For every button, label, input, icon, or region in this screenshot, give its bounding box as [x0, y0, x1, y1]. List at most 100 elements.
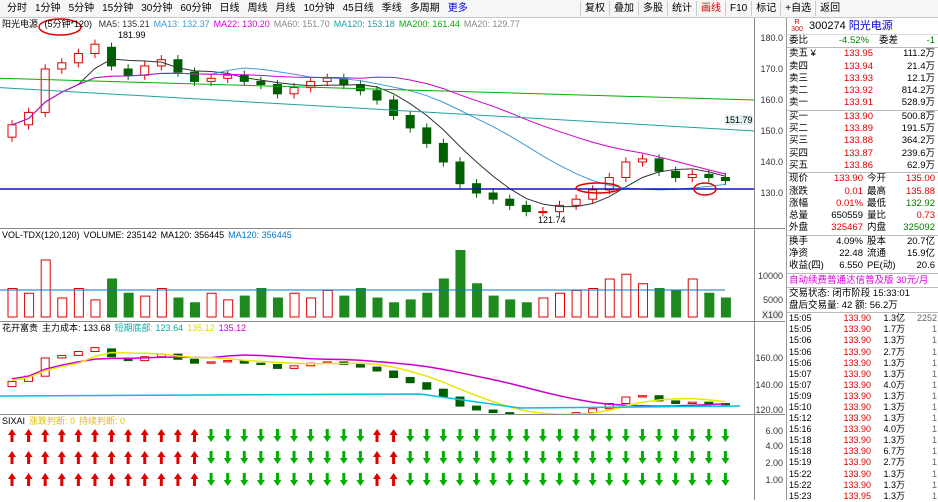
tab-6[interactable]: 日线 — [219, 3, 240, 14]
tick-time-15: 15:22 — [789, 479, 812, 490]
ind2-arrow-43-1 — [721, 451, 730, 464]
ma-label-6: MA20: 129.77 — [463, 19, 520, 29]
ind2-arrow-25-1 — [422, 451, 431, 464]
candle-11 — [190, 71, 199, 82]
high-label: 181.99 — [118, 30, 146, 40]
indicator2-panel[interactable]: SIXAI 涨跌判断: 0 持续判断: 0 6.00 4.00 2.00 1.00 — [0, 415, 785, 500]
stat-v2-1: 135.88 — [905, 185, 935, 197]
ind1-candle-21 — [355, 364, 365, 368]
ind1-candle-23 — [389, 370, 399, 378]
ma120-line — [0, 87, 755, 132]
volume-bar-10 — [173, 297, 184, 318]
ind1-candle-28 — [472, 405, 482, 411]
toolbar-button-7[interactable]: +自选 — [780, 1, 815, 16]
tick-vol-2: 1.3万 — [883, 335, 905, 346]
tab-11[interactable]: 季线 — [381, 3, 402, 14]
ind2-arrow-41-0 — [688, 429, 697, 442]
stat-l2-0: 今开 — [867, 173, 887, 185]
volume-panel[interactable]: VOL-TDX(120,120) VOLUME: 235142 MA120: 356… — [0, 229, 785, 322]
volume-title: VOL-TDX(120,120) VOLUME: 235142 MA120: 356… — [2, 229, 296, 241]
toolbar-button-2[interactable]: 多股 — [638, 1, 667, 16]
tab-7[interactable]: 周线 — [247, 3, 268, 14]
ind2-arrow-2-2 — [41, 473, 50, 486]
volume-canvas[interactable] — [0, 229, 755, 321]
toolbar-button-4[interactable]: 画线 — [696, 1, 725, 16]
ma-label-0: MA5: 135.21 — [98, 19, 150, 29]
volume-bar-14 — [239, 295, 250, 318]
ma200-line — [0, 77, 755, 101]
tick-row-13: 15:19 133.90 2.7万 1 — [787, 457, 938, 468]
tick-row-16: 15:23 133.95 1.3万 1 — [787, 491, 938, 502]
ind2-arrow-14-0 — [240, 429, 249, 442]
bid-label-4: 买五 — [789, 159, 809, 171]
tab-13[interactable]: 更多 — [447, 3, 468, 14]
kline-canvas[interactable]: 181.99 121.74 — [0, 18, 755, 228]
tab-12[interactable]: 多周期 — [409, 3, 440, 14]
ind2-arrow-6-1 — [107, 451, 116, 464]
tab-8[interactable]: 月线 — [275, 3, 296, 14]
indicator1-panel[interactable]: 花开富贵 主力成本: 133.68 短期底部: 123.64 135.12 135.12… — [0, 322, 785, 415]
ind1-candle-0 — [7, 380, 17, 388]
tab-5[interactable]: 60分钟 — [180, 3, 212, 14]
ind2-arrow-24-2 — [406, 473, 415, 486]
tick-count-11: 1 — [931, 435, 937, 446]
ind2-arrow-36-1 — [605, 451, 614, 464]
candle-31 — [521, 204, 531, 213]
ind1-candle-39 — [654, 395, 664, 402]
tick-vol-5: 1.3万 — [883, 368, 905, 379]
bid-price-2: 133.88 — [843, 135, 873, 147]
stat2-v1-1: 22.48 — [839, 248, 863, 260]
stat-row-0: 现价 133.90 今开 135.00 — [787, 173, 938, 185]
tab-0[interactable]: 分时 — [7, 3, 27, 14]
ind1-candle-22 — [372, 366, 382, 372]
promo-notice[interactable]: 自动续费普通达信普及版 30元/月 — [787, 272, 938, 287]
indicator1-canvas[interactable] — [0, 322, 755, 414]
ind2-arrow-36-2 — [605, 473, 614, 486]
tick-price-4: 133.90 — [843, 357, 871, 368]
candle-12 — [206, 77, 216, 82]
ask-price-3: 133.92 — [843, 85, 873, 97]
ind2-arrow-19-2 — [323, 473, 332, 486]
toolbar-button-1[interactable]: 叠加 — [609, 1, 638, 16]
stat2-v2-1: 15.9亿 — [907, 248, 935, 260]
ind1-title-part-3: 135.12 — [187, 323, 215, 333]
ind1-candle-12 — [206, 361, 216, 364]
volume-bar-37 — [621, 273, 632, 318]
toolbar-button-5[interactable]: F10 — [725, 1, 751, 16]
tick-vol-10: 4.0万 — [883, 424, 905, 435]
ind2-arrow-5-2 — [90, 473, 99, 486]
bid-row-1: 买二 133.89 191.5万 — [787, 123, 938, 135]
ind2-arrow-42-1 — [704, 451, 713, 464]
tick-vol-12: 6.7万 — [883, 446, 905, 457]
ind2-arrow-6-0 — [107, 429, 116, 442]
ind1-yellow-line — [11, 351, 726, 414]
tab-9[interactable]: 10分钟 — [303, 3, 335, 14]
tick-count-14: 1 — [931, 468, 937, 479]
toolbar-button-6[interactable]: 标记 — [751, 1, 780, 16]
kline-panel[interactable]: 阳光电源 (5分钟*120) MA5: 135.21 MA13: 132.37 MA… — [0, 18, 785, 229]
candle-23 — [389, 99, 399, 116]
toolbar-button-8[interactable]: 返回 — [815, 1, 844, 16]
ask-price-4: 133.91 — [843, 97, 873, 109]
stat-l1-1: 涨跌 — [789, 185, 809, 197]
ind2-arrow-1-2 — [24, 473, 33, 486]
tick-count-0: 2252 — [916, 313, 937, 324]
stat2-row-1: 净资 22.48 流通 15.9亿 — [787, 248, 938, 260]
stats2-list: 换手 4.09% 股本 20.7亿 净资 22.48 流通 15.9亿 收益(四) 6.550 PE… — [787, 234, 938, 273]
ind2-arrow-17-2 — [290, 473, 299, 486]
tab-3[interactable]: 15分钟 — [102, 3, 134, 14]
ind2-arrow-29-2 — [489, 473, 498, 486]
tick-price-3: 133.90 — [843, 346, 871, 357]
ind1-candle-13 — [223, 360, 233, 363]
tick-vol-8: 1.3万 — [883, 401, 905, 412]
indicator2-canvas[interactable] — [0, 415, 755, 500]
ind2-arrow-21-1 — [356, 451, 365, 464]
tab-1[interactable]: 1分钟 — [35, 3, 61, 14]
toolbar-button-0[interactable]: 复权 — [580, 1, 609, 16]
after-hours: 盘后交易量: 42 额: 56.2万 — [789, 299, 898, 311]
tab-4[interactable]: 30分钟 — [141, 3, 173, 14]
tab-2[interactable]: 5分钟 — [68, 3, 95, 14]
ind2-arrow-4-0 — [74, 429, 83, 442]
tab-10[interactable]: 45日线 — [342, 3, 374, 14]
toolbar-button-3[interactable]: 统计 — [667, 1, 696, 16]
